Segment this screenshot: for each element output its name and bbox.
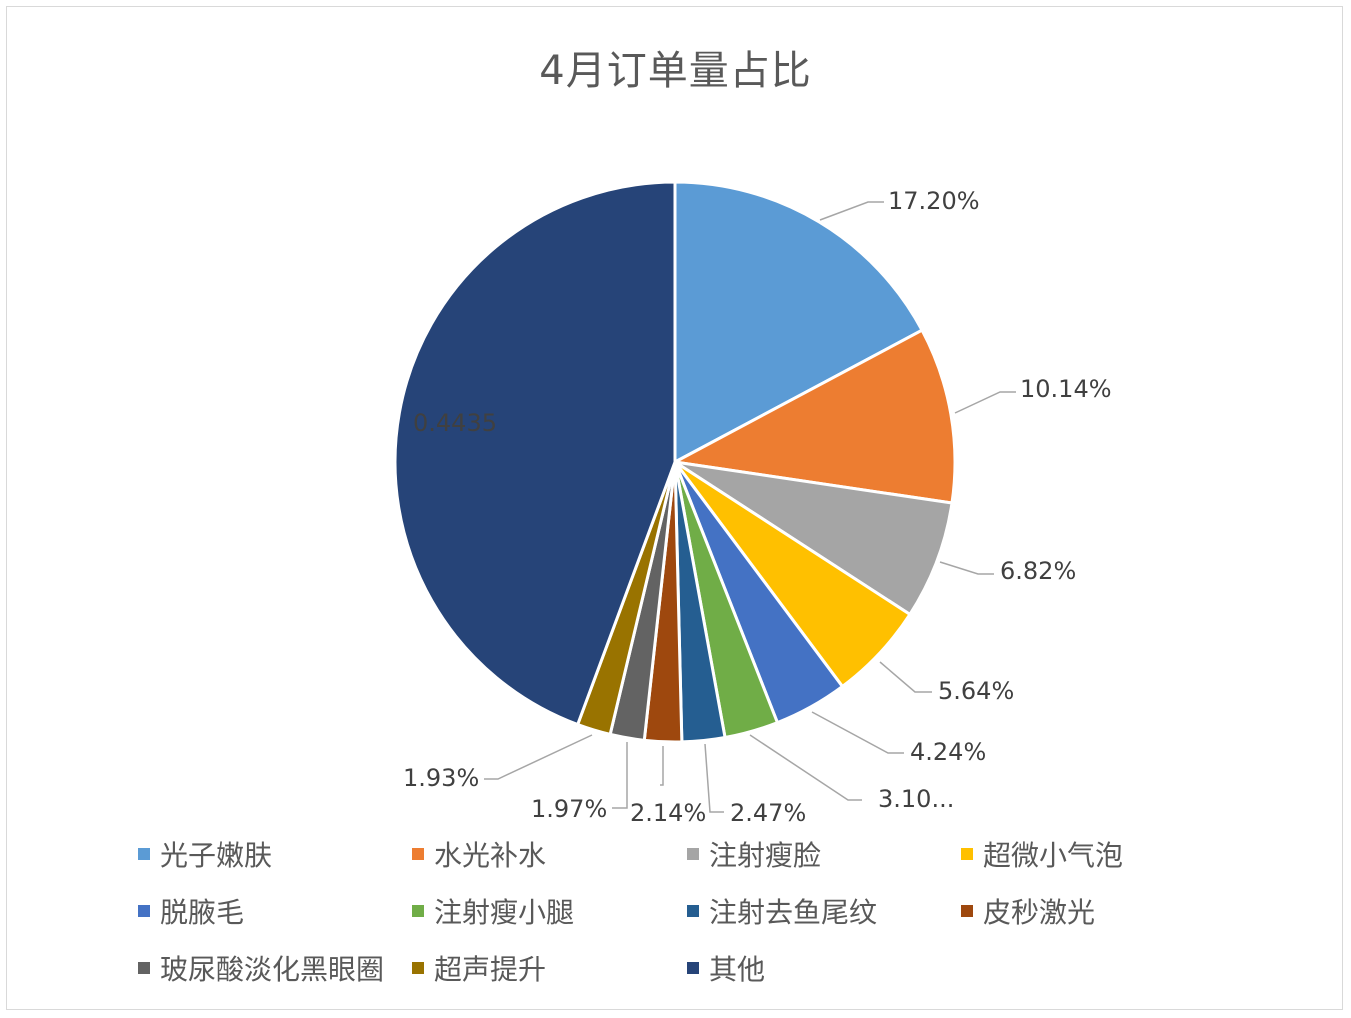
data-label-2: 10.14% <box>1020 375 1112 403</box>
pie-slice-11 <box>393 180 677 727</box>
legend-label: 超声提升 <box>434 953 547 986</box>
data-label-11: 0.4435 <box>413 409 497 437</box>
legend-swatch <box>412 962 424 974</box>
data-label-1: 17.20% <box>888 187 980 215</box>
legend-item-8: 皮秒激光 <box>961 891 1095 931</box>
leader-line-1 <box>819 201 884 221</box>
legend-swatch <box>961 905 973 917</box>
legend-label: 超微小气泡 <box>983 839 1124 872</box>
legend-swatch <box>412 848 424 860</box>
chart-title: 4月订单量占比 <box>539 48 812 94</box>
data-label-7: 2.47% <box>730 799 806 827</box>
pie-slice-2 <box>670 328 957 505</box>
leader-line-2 <box>954 391 1016 414</box>
legend-item-11: 其他 <box>687 948 765 988</box>
data-label-9: 1.97% <box>531 795 607 823</box>
data-label-3: 6.82% <box>1000 557 1076 585</box>
legend-label: 注射瘦小腿 <box>434 896 575 929</box>
legend-item-4: 超微小气泡 <box>961 834 1123 874</box>
leader-line-4 <box>879 661 932 693</box>
leader-line-5 <box>811 711 904 754</box>
legend-item-1: 光子嫩肤 <box>138 834 272 874</box>
legend-label: 注射去鱼尾纹 <box>709 896 878 929</box>
pie-slice-1 <box>673 180 925 465</box>
leader-line-10 <box>484 734 593 780</box>
legend-swatch <box>961 848 973 860</box>
legend-swatch <box>138 905 150 917</box>
legend-item-2: 水光补水 <box>412 834 546 874</box>
data-label-6: 3.10... <box>878 785 954 813</box>
legend-swatch <box>687 962 699 974</box>
legend-item-6: 注射瘦小腿 <box>412 891 574 931</box>
legend-item-10: 超声提升 <box>412 948 546 988</box>
legend-swatch <box>687 848 699 860</box>
leader-line-7 <box>704 743 724 813</box>
data-label-4: 5.64% <box>938 677 1014 705</box>
pie-slice-3 <box>674 460 954 617</box>
legend-label: 注射瘦脸 <box>709 839 822 872</box>
data-label-8: 2.14% <box>630 799 706 827</box>
legend-swatch <box>138 848 150 860</box>
leader-line-6 <box>749 734 862 801</box>
legend-swatch <box>412 905 424 917</box>
data-label-10: 1.93% <box>403 764 479 792</box>
legend-item-3: 注射瘦脸 <box>687 834 821 874</box>
leader-line-9 <box>612 742 628 809</box>
leader-line-8 <box>660 746 664 786</box>
legend-label: 其他 <box>709 953 766 986</box>
legend-label: 皮秒激光 <box>983 896 1096 929</box>
legend-swatch <box>138 962 150 974</box>
legend-swatch <box>687 905 699 917</box>
legend-label: 玻尿酸淡化黑眼圈 <box>160 953 385 986</box>
data-label-5: 4.24% <box>910 738 986 766</box>
legend-item-7: 注射去鱼尾纹 <box>687 891 877 931</box>
legend-label: 光子嫩肤 <box>160 839 273 872</box>
leader-line-3 <box>939 561 994 575</box>
legend-item-9: 玻尿酸淡化黑眼圈 <box>138 948 384 988</box>
legend-label: 脱腋毛 <box>160 896 245 929</box>
legend-item-5: 脱腋毛 <box>138 891 244 931</box>
legend-label: 水光补水 <box>434 839 547 872</box>
